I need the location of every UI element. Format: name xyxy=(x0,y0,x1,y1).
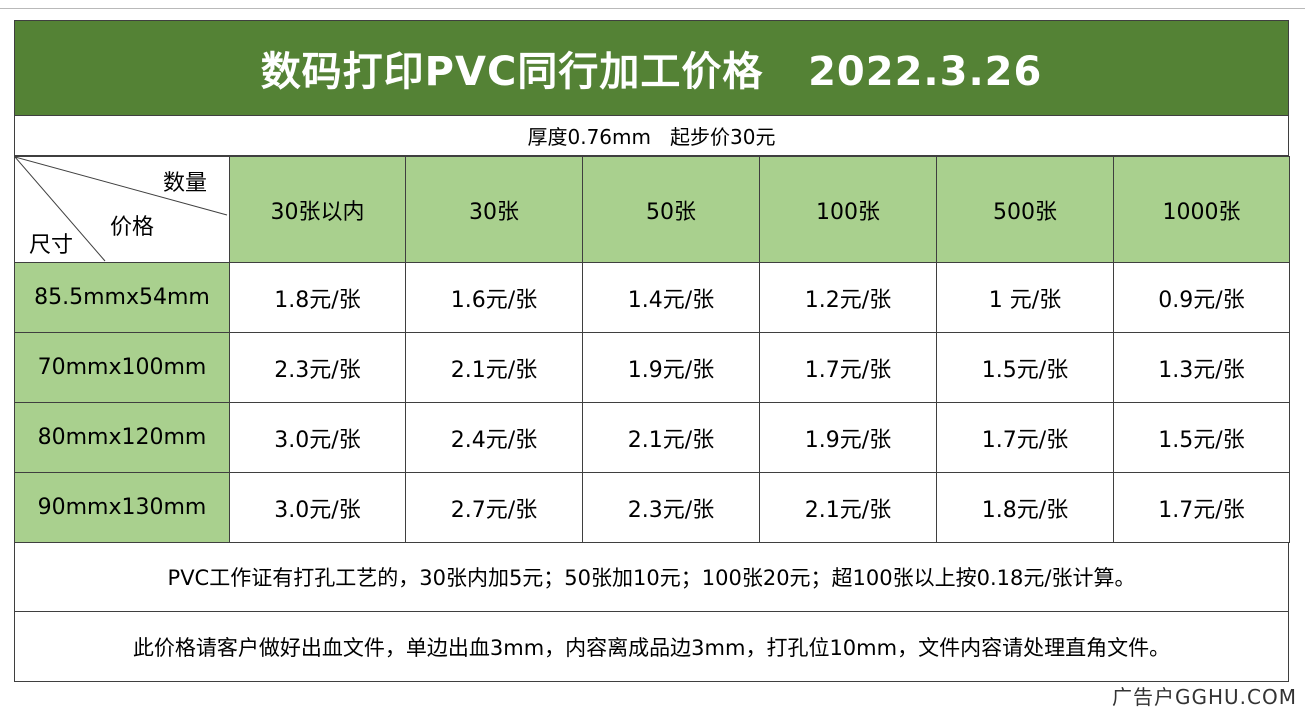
price-cell: 2.4元/张 xyxy=(405,402,583,473)
price-table: 数量 价格 尺寸 30张以内 30张 50张 100张 500张 1000张 8… xyxy=(14,156,1290,543)
divider xyxy=(0,8,1305,9)
subtitle: 厚度0.76mm 起步价30元 xyxy=(14,116,1289,156)
price-cell: 1.8元/张 xyxy=(936,472,1114,543)
corner-qty-label: 数量 xyxy=(163,171,208,196)
price-cell: 1.6元/张 xyxy=(405,262,583,333)
price-cell: 2.1元/张 xyxy=(405,332,583,403)
header-row: 数量 价格 尺寸 30张以内 30张 50张 100张 500张 1000张 xyxy=(14,156,1290,263)
price-cell: 1 元/张 xyxy=(936,262,1114,333)
note-bleed: 此价格请客户做好出血文件，单边出血3mm，内容离成品边3mm，打孔位10mm，文… xyxy=(14,612,1289,682)
table-row: 80mmx120mm 3.0元/张 2.4元/张 2.1元/张 1.9元/张 1… xyxy=(14,402,1290,473)
note-punching: PVC工作证有打孔工艺的，30张内加5元；50张加10元；100张20元；超10… xyxy=(14,542,1289,612)
table-row: 90mmx130mm 3.0元/张 2.7元/张 2.3元/张 2.1元/张 1… xyxy=(14,472,1290,543)
price-cell: 3.0元/张 xyxy=(229,472,406,543)
price-cell: 1.7元/张 xyxy=(936,402,1114,473)
column-header: 30张 xyxy=(405,156,583,263)
table-row: 70mmx100mm 2.3元/张 2.1元/张 1.9元/张 1.7元/张 1… xyxy=(14,332,1290,403)
price-cell: 3.0元/张 xyxy=(229,402,406,473)
price-cell: 1.7元/张 xyxy=(759,332,937,403)
table-row: 85.5mmx54mm 1.8元/张 1.6元/张 1.4元/张 1.2元/张 … xyxy=(14,262,1290,333)
column-header: 500张 xyxy=(936,156,1114,263)
price-cell: 2.3元/张 xyxy=(582,472,760,543)
price-cell: 1.9元/张 xyxy=(582,332,760,403)
watermark: 广告户GGHU.COM xyxy=(1112,685,1297,709)
size-cell: 90mmx130mm xyxy=(14,472,230,543)
corner-size-label: 尺寸 xyxy=(29,233,74,258)
price-cell: 1.9元/张 xyxy=(759,402,937,473)
price-cell: 1.3元/张 xyxy=(1113,332,1290,403)
column-header: 50张 xyxy=(582,156,760,263)
price-cell: 2.1元/张 xyxy=(759,472,937,543)
price-cell: 1.4元/张 xyxy=(582,262,760,333)
diagonal-lines xyxy=(15,157,228,262)
price-cell: 1.2元/张 xyxy=(759,262,937,333)
price-cell: 1.5元/张 xyxy=(936,332,1114,403)
size-cell: 85.5mmx54mm xyxy=(14,262,230,333)
price-cell: 1.7元/张 xyxy=(1113,472,1290,543)
page-title: 数码打印PVC同行加工价格 2022.3.26 xyxy=(14,20,1289,116)
corner-price-label: 价格 xyxy=(110,215,155,240)
price-cell: 2.7元/张 xyxy=(405,472,583,543)
size-cell: 70mmx100mm xyxy=(14,332,230,403)
size-cell: 80mmx120mm xyxy=(14,402,230,473)
price-cell: 0.9元/张 xyxy=(1113,262,1290,333)
column-header: 1000张 xyxy=(1113,156,1290,263)
corner-cell: 数量 价格 尺寸 xyxy=(14,156,230,263)
price-cell: 2.1元/张 xyxy=(582,402,760,473)
column-header: 100张 xyxy=(759,156,937,263)
column-header: 30张以内 xyxy=(229,156,406,263)
price-cell: 2.3元/张 xyxy=(229,332,406,403)
price-cell: 1.8元/张 xyxy=(229,262,406,333)
price-cell: 1.5元/张 xyxy=(1113,402,1290,473)
